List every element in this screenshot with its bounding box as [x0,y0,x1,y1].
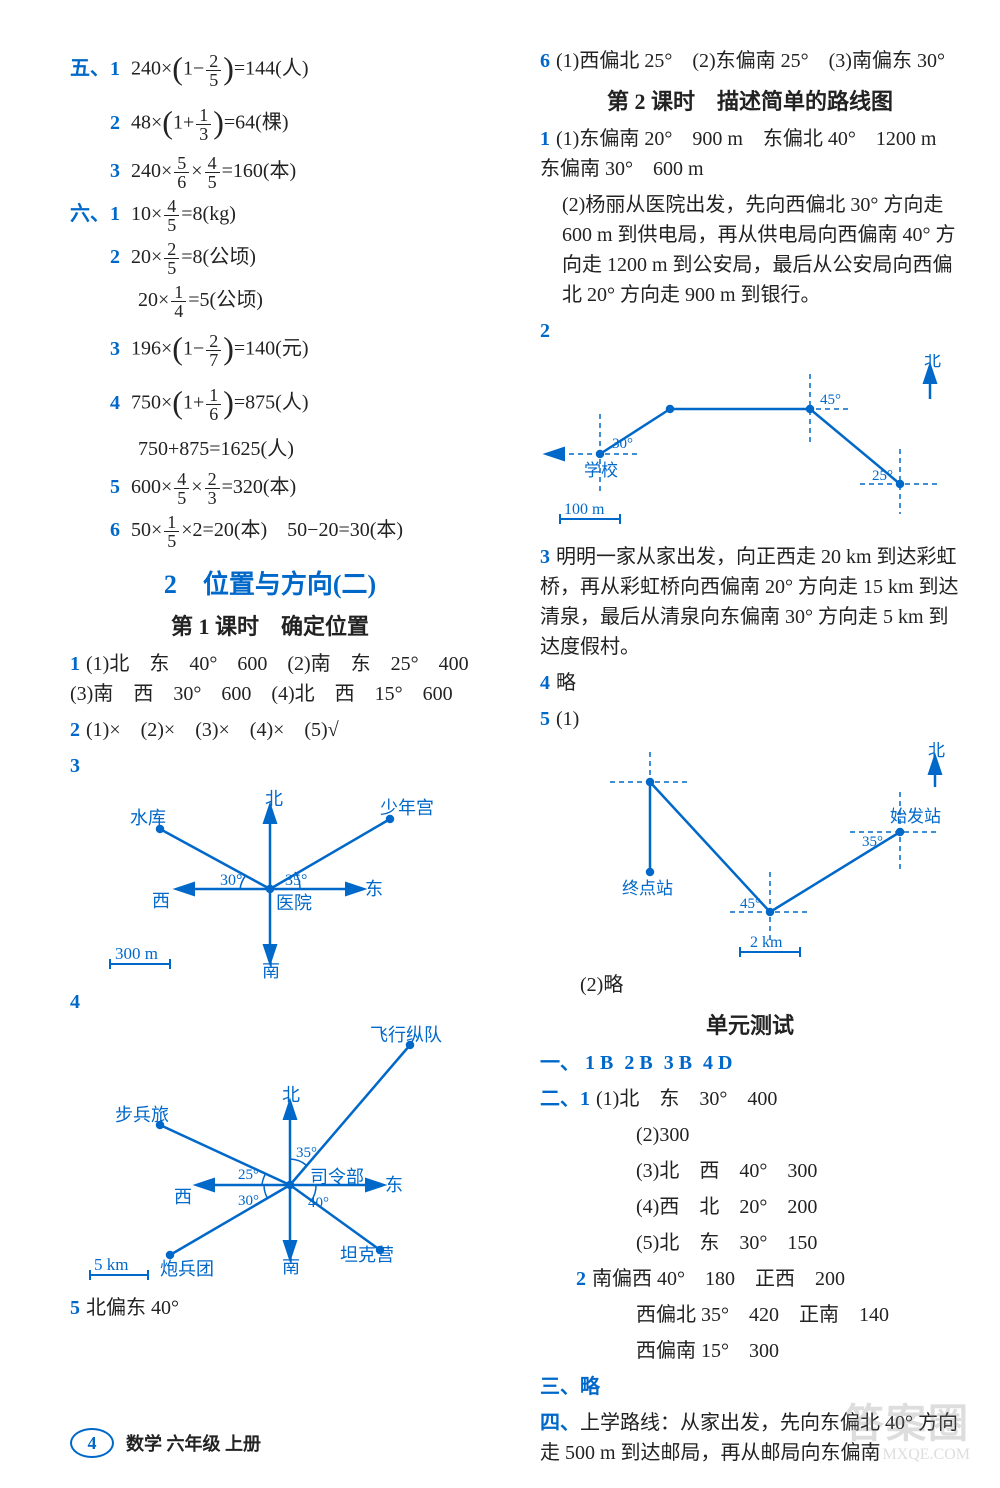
watermark: 答案圈 MXQE.COM [844,1402,970,1464]
test-2-6: 西偏北 35° 420 正南 140 [540,1300,960,1330]
svg-text:坦克营: 坦克营 [340,1245,394,1265]
svg-text:学校: 学校 [584,461,618,480]
section-six-4b: 750+875=1625(人) [70,434,470,464]
svg-text:45°: 45° [820,392,841,408]
left-q1: 1(1)北 东 40° 600 (2)南 东 25° 400 (3)南 西 30… [70,649,470,709]
section-six-3: 3 196×(1−27)=140(元) [70,326,470,374]
left-q2: 2(1)× (2)× (3)× (4)× (5)√ [70,715,470,745]
unit-title: 2 位置与方向(二) [70,564,470,601]
test-2-5: 2南偏西 40° 180 正西 200 [540,1264,960,1294]
svg-text:25°: 25° [238,1167,259,1183]
diagram-3: 水库 北 少年宫 西 东 医院 南 30° 35° 300 m [70,789,470,979]
svg-text:45°: 45° [740,896,761,912]
left-column: 五、1 240×(1−25)=144(人) 2 48×(1+13)=64(棵) … [70,40,480,1408]
left-q4: 4 [70,987,470,1017]
right-1b: (2)杨丽从医院出发，先向西偏北 30° 方向走 600 m 到供电局，再从供电… [540,190,960,310]
svg-text:40°: 40° [308,1195,329,1211]
section-six-5: 5 600×45×23=320(本) [70,470,470,507]
svg-text:100 m: 100 m [564,501,605,518]
right-4: 4略 [540,668,960,698]
section-five-1: 五、1 240×(1−25)=144(人) [70,46,470,94]
svg-text:西: 西 [152,891,170,911]
svg-text:南: 南 [282,1257,300,1277]
svg-text:北: 北 [265,789,283,809]
diagram-r2: 北 30° 45° 25° 学校 100 m [540,354,960,534]
left-q3: 3 [70,751,470,781]
diagram-r5: 北 始发站 终点站 45° 35° 2 km [540,742,960,962]
right-q6: 6(1)西偏北 25° (2)东偏南 25° (3)南偏东 30° [540,46,960,76]
svg-text:北: 北 [924,354,941,370]
svg-text:西: 西 [174,1187,192,1207]
right-5: 5(1) [540,704,960,734]
section-six-4: 4 750×(1+16)=875(人) [70,380,470,428]
svg-text:5 km: 5 km [94,1255,128,1274]
svg-text:炮兵团: 炮兵团 [160,1259,214,1279]
test-title: 单元测试 [540,1008,960,1040]
section-six-1: 六、1 10×45=8(kg) [70,197,470,234]
section-five-3: 3 240×56×45=160(本) [70,154,470,191]
svg-text:2 km: 2 km [750,934,783,951]
test-1: 一、 1 B 2 B 3 B 4 D [540,1048,960,1078]
svg-text:南: 南 [262,961,280,979]
test-2-0: 二、11 (1)北 东 30° 400(1)北 东 30° 400 [540,1084,960,1114]
right-column: 6(1)西偏北 25° (2)东偏南 25° (3)南偏东 30° 第 2 课时… [530,40,960,1408]
svg-text:北: 北 [928,742,945,760]
page-content: 五、1 240×(1−25)=144(人) 2 48×(1+13)=64(棵) … [70,40,950,1408]
section-label: 五、 [70,58,110,80]
page-number: 4 [70,1428,114,1458]
section-six-6: 6 50×15×2=20(本) 50−20=30(本) [70,513,470,550]
svg-text:司令部: 司令部 [310,1167,364,1187]
section-six-2: 2 20×25=8(公顷) [70,240,470,277]
expr: 240× [131,58,172,80]
lesson2-title: 第 2 课时 描述简单的路线图 [540,84,960,116]
svg-text:25°: 25° [872,468,893,484]
footer-text: 数学 六年级 上册 [126,1430,261,1456]
right-5-2: (2)略 [540,970,960,1000]
right-1a: 1(1)东偏南 20° 900 m 东偏北 40° 1200 m 东偏南 30°… [540,124,960,184]
section-six-2b: 20×14=5(公顷) [70,283,470,320]
svg-text:30°: 30° [238,1193,259,1209]
test-2-7: 西偏南 15° 300 [540,1336,960,1366]
svg-text:30°: 30° [612,436,633,452]
svg-text:35°: 35° [296,1145,317,1161]
right-3: 3明明一家从家出发，向正西走 20 km 到达彩虹桥，再从彩虹桥向西偏南 20°… [540,542,960,662]
svg-text:始发站: 始发站 [890,807,941,826]
test-2-2: (3)北 西 40° 300 [540,1156,960,1186]
right-2: 2 [540,316,960,346]
svg-text:30°: 30° [220,872,242,889]
test-2-3: (4)西 北 20° 200 [540,1192,960,1222]
svg-text:医院: 医院 [276,893,312,913]
lesson1-title: 第 1 课时 确定位置 [70,609,470,641]
svg-text:北: 北 [282,1085,300,1105]
diagram-4: 飞行纵队 北 步兵旅 西 东 司令部 坦克营 炮兵团 南 25° 30° 35°… [70,1025,470,1285]
item-num: 1 [110,58,120,80]
svg-text:35°: 35° [862,834,883,850]
svg-text:东: 东 [365,879,383,899]
test-2-4: (5)北 东 30° 150 [540,1228,960,1258]
left-q5: 5北偏东 40° [70,1293,470,1323]
svg-text:飞行纵队: 飞行纵队 [370,1025,442,1045]
test-2-1: (2)300 [540,1120,960,1150]
svg-text:步兵旅: 步兵旅 [115,1105,169,1125]
test-3: 三、略 [540,1372,960,1402]
svg-text:35°: 35° [285,872,307,889]
svg-text:少年宫: 少年宫 [380,798,434,818]
section-five-2: 2 48×(1+13)=64(棵) [70,100,470,148]
svg-text:东: 东 [385,1175,403,1195]
page-footer: 4 数学 六年级 上册 [70,1428,261,1458]
svg-text:300 m: 300 m [115,944,158,963]
svg-text:终点站: 终点站 [622,879,673,898]
svg-text:水库: 水库 [130,808,166,828]
